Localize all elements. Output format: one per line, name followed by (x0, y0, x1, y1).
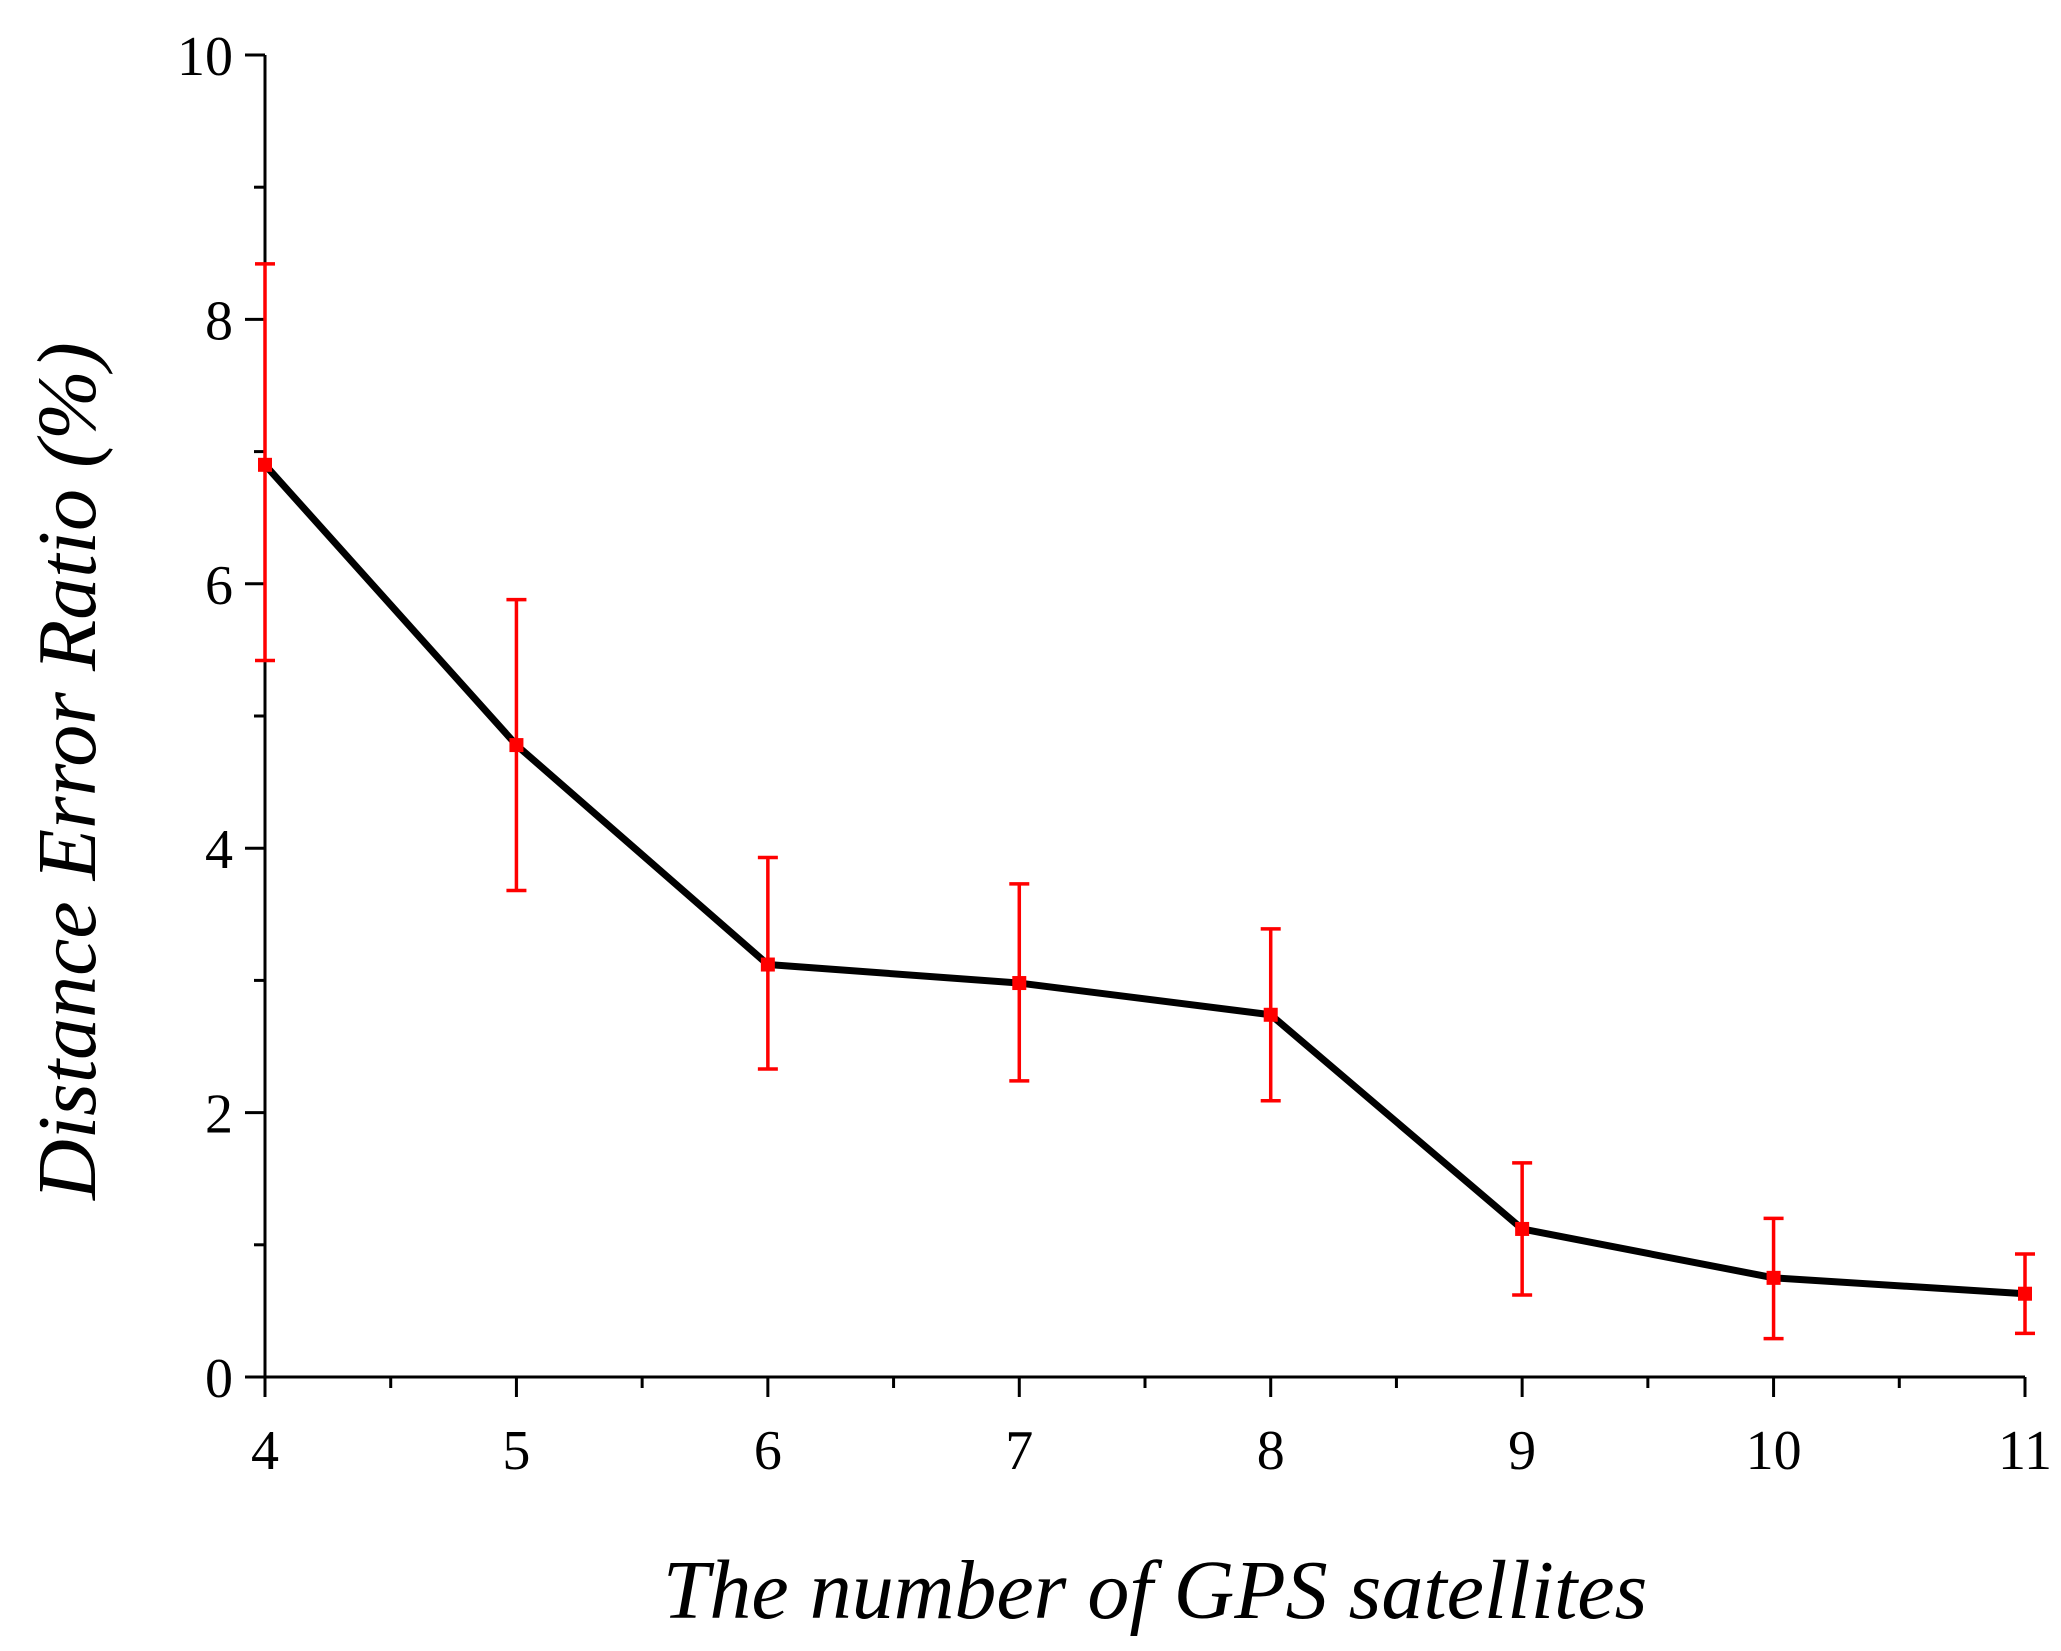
error-bars (255, 262, 2035, 1341)
series-lines (262, 462, 2026, 1298)
series-line (262, 462, 2026, 1298)
x-tick-label: 6 (754, 1420, 782, 1482)
y-tick-label: 6 (205, 555, 233, 617)
ticks: 0 2 4 6 8 10 4 5 6 7 8 9 10 11 (177, 26, 2052, 1482)
x-tick-label: 8 (1257, 1420, 1285, 1482)
x-tick-label: 10 (1746, 1420, 1802, 1482)
x-tick-label: 11 (1998, 1420, 2052, 1482)
data-point (1012, 976, 1027, 991)
x-tick-label: 9 (1508, 1420, 1536, 1482)
data-point (1263, 1007, 1278, 1022)
axes (263, 55, 2025, 1379)
x-tick-label: 4 (251, 1420, 279, 1482)
data-point (258, 457, 272, 472)
data-point (1766, 1270, 1781, 1285)
data-point (760, 957, 775, 972)
y-tick-label: 2 (205, 1084, 233, 1146)
data-point (1515, 1221, 1530, 1236)
y-tick-label: 4 (205, 819, 233, 881)
data-point (2018, 1286, 2032, 1301)
x-tick-label: 7 (1005, 1420, 1033, 1482)
y-axis-title: Distance Error Ratio (%) (21, 342, 114, 1201)
x-tick-label: 5 (502, 1420, 530, 1482)
y-tick-label: 10 (177, 26, 233, 88)
y-tick-label: 0 (205, 1348, 233, 1410)
axis-titles: The number of GPS satellites Distance Er… (21, 342, 1647, 1637)
y-tick-label: 8 (205, 290, 233, 352)
x-axis-title: The number of GPS satellites (663, 1544, 1648, 1637)
data-point (509, 738, 524, 753)
data-points (258, 457, 2032, 1301)
